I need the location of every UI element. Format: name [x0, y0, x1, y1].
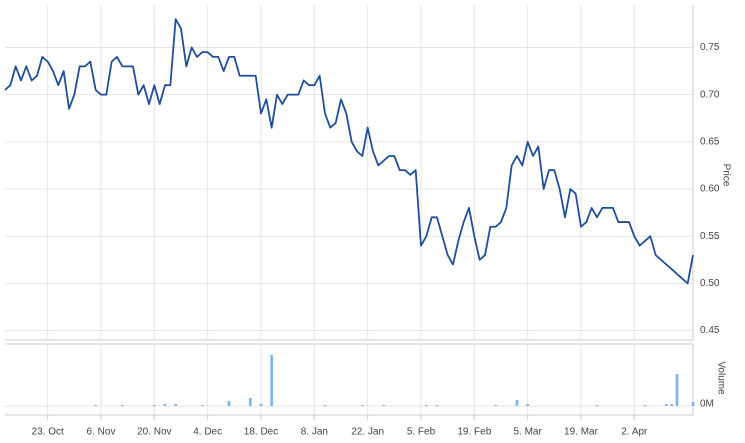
volume-bar	[201, 405, 204, 406]
volume-bar	[595, 405, 599, 406]
y-tick-label: 0.45	[700, 325, 720, 336]
volume-bar	[494, 405, 497, 406]
x-tick-label: 2. Apr	[621, 427, 648, 438]
y-tick-label: 0.50	[700, 278, 720, 289]
volume-bar	[382, 405, 385, 406]
volume-bar	[174, 404, 177, 406]
price-line	[4, 18, 694, 285]
x-tick-label: 20. Nov	[137, 427, 171, 438]
volume-bar	[121, 405, 124, 406]
y-tick-label: 0.75	[700, 42, 720, 53]
y2-axis-title: Volume	[715, 361, 726, 395]
x-tick-label: 6. Nov	[87, 427, 116, 438]
volume-bar	[361, 405, 364, 406]
volume-bar	[270, 355, 273, 406]
y-tick-label: 0.70	[700, 89, 720, 100]
x-tick-label: 4. Dec	[193, 427, 222, 438]
volume-bar	[643, 405, 647, 406]
x-tick-label: 19. Mar	[564, 427, 599, 438]
y2-tick-label: 0M	[700, 399, 714, 410]
volume-bar	[515, 400, 519, 406]
x-tick-label: 19. Feb	[457, 427, 491, 438]
volume-bar	[691, 402, 695, 406]
volume-bar	[153, 405, 156, 406]
y-tick-label: 0.65	[700, 136, 720, 147]
volume-bar	[425, 405, 428, 406]
y-tick-label: 0.60	[700, 184, 720, 195]
x-tick-label: 5. Mar	[513, 427, 542, 438]
volume-bar	[259, 404, 263, 406]
y-tick-label: 0.55	[700, 231, 720, 242]
volume-bar	[526, 404, 529, 406]
x-tick-label: 23. Oct	[32, 427, 64, 438]
volume-bar	[670, 404, 673, 406]
volume-bar	[94, 405, 97, 406]
x-tick-label: 5. Feb	[407, 427, 436, 438]
volume-bar	[665, 404, 668, 406]
volume-bar	[675, 374, 679, 406]
x-tick-label: 8. Jan	[301, 427, 328, 438]
y-axis-title: Price	[720, 164, 731, 187]
volume-bar	[249, 398, 252, 406]
x-tick-label: 18. Dec	[244, 427, 278, 438]
volume-bar	[227, 401, 231, 406]
x-tick-label: 22. Jan	[351, 427, 384, 438]
volume-bar	[435, 405, 439, 406]
volume-bar	[163, 404, 167, 406]
volume-bar	[323, 405, 327, 406]
